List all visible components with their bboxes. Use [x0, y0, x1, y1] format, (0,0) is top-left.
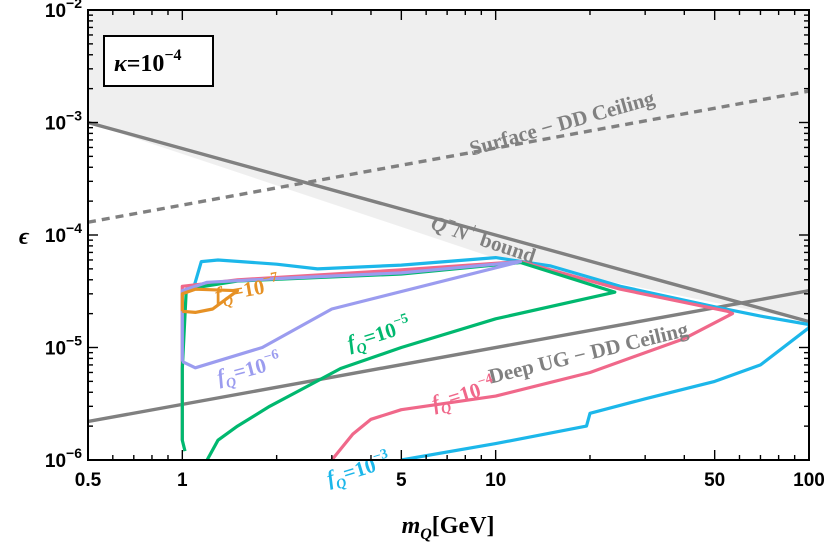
y-tick-label: 10−2 [45, 0, 82, 22]
parameter-label: κ=10−4 [114, 47, 182, 77]
shaded-region [88, 10, 809, 322]
line-deep-ug-dd-ceiling [88, 289, 809, 424]
x-axis-title: mQ[GeV] [402, 513, 495, 543]
x-tick-label: 1 [177, 470, 188, 491]
x-tick-label: 50 [704, 470, 725, 491]
contour-f-q-10-3 [191, 256, 809, 460]
contour-f-q-10-7 [180, 287, 240, 314]
contour-f-q-10-6 [180, 260, 523, 370]
tick-labels: 0.5 1 5 10 50 100 10−6 10−5 10−4 10−3 10−2 [45, 0, 825, 491]
contour-f-q-10-5 [180, 260, 617, 460]
x-tick-label: 0.5 [75, 470, 102, 491]
y-tick-label: 10−4 [45, 220, 82, 247]
y-tick-label: 10−5 [45, 333, 82, 360]
bound-lines [88, 89, 809, 424]
y-axis-title: ϵ [19, 224, 30, 250]
line-q-n-bound [88, 120, 809, 324]
y-tick-label: 10−6 [45, 445, 82, 472]
y-tick-label: 10−3 [45, 108, 82, 135]
axis-ticks [87, 9, 810, 461]
parameter-box: κ=10−4 [103, 35, 214, 87]
line-surface-dd-ceiling [88, 89, 809, 224]
x-tick-label: 5 [396, 470, 407, 491]
x-tick-label: 100 [793, 470, 825, 491]
x-tick-label: 10 [485, 470, 506, 491]
f-q-contours [180, 256, 809, 460]
shaded-excluded-region [88, 10, 809, 322]
